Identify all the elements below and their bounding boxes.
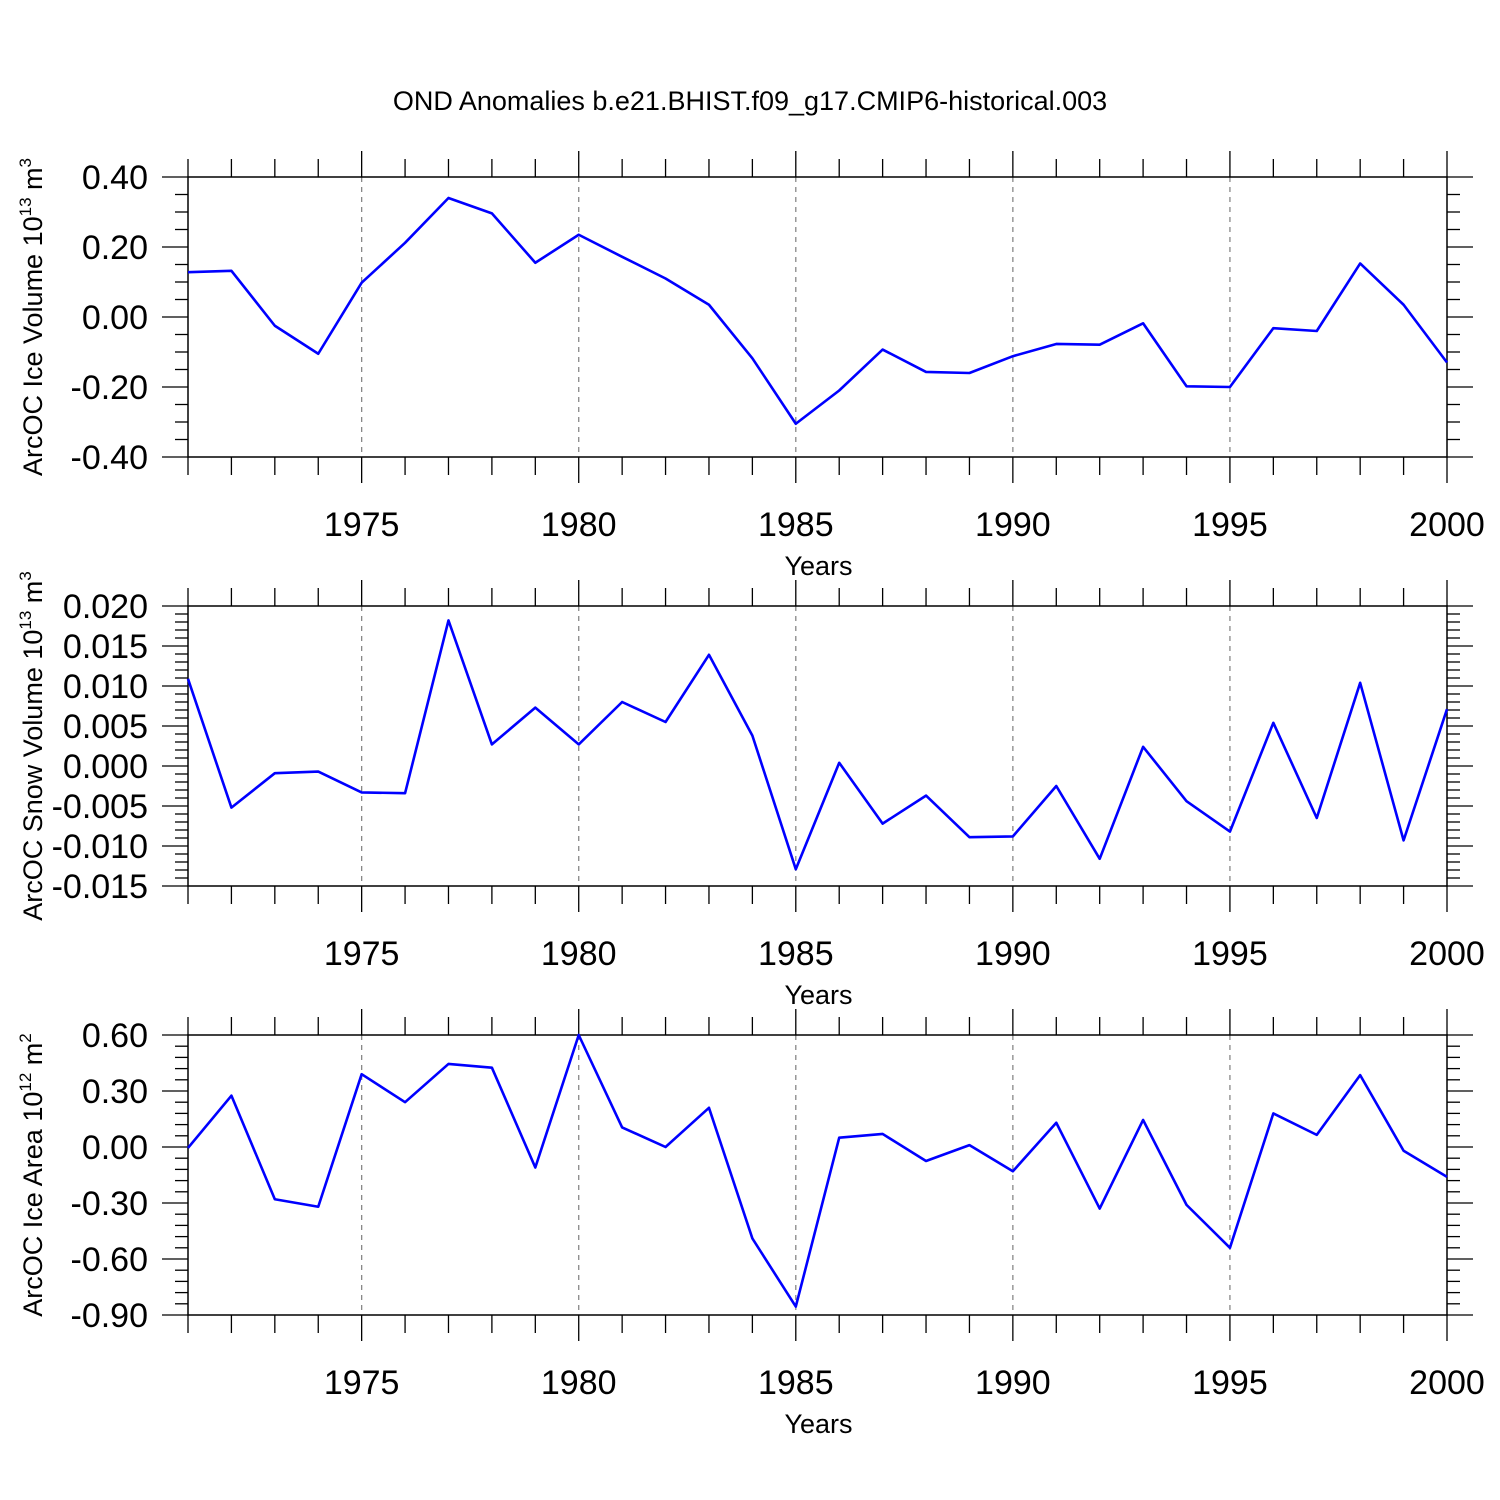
plot-frame bbox=[187, 176, 1448, 458]
y-axis-label-part: m bbox=[18, 1043, 48, 1073]
y-tick-label: 0.20 bbox=[82, 229, 148, 267]
chart-panel-2: 0.0200.0150.0100.0050.000-0.005-0.010-0.… bbox=[16, 571, 1485, 1010]
x-axis-label: Years bbox=[784, 551, 852, 581]
y-tick-label: 0.005 bbox=[63, 708, 148, 746]
x-axis-label: Years bbox=[784, 1409, 852, 1439]
y-tick-label: 0.00 bbox=[82, 299, 148, 337]
x-axis-label: Years bbox=[784, 980, 852, 1010]
x-tick-label: 1980 bbox=[541, 935, 617, 973]
y-tick-label: -0.20 bbox=[71, 369, 149, 407]
y-tick-label: 0.60 bbox=[82, 1017, 148, 1055]
y-axis-label-part: m bbox=[18, 167, 48, 197]
y-axis-label-part: m bbox=[18, 581, 48, 611]
x-tick-label: 2000 bbox=[1409, 1364, 1485, 1402]
x-tick-label: 1985 bbox=[758, 506, 834, 544]
x-tick-label: 1995 bbox=[1192, 1364, 1268, 1402]
x-tick-label: 1975 bbox=[324, 506, 400, 544]
y-tick-label: 0.015 bbox=[63, 628, 148, 666]
y-axis-label-part: ArcOC Snow Volume 10 bbox=[18, 630, 48, 921]
y-tick-label: 0.010 bbox=[63, 668, 148, 706]
x-tick-label: 1995 bbox=[1192, 935, 1268, 973]
y-axis-label: ArcOC Ice Volume 1013 m3 bbox=[16, 158, 48, 476]
y-tick-label: -0.005 bbox=[52, 788, 148, 826]
y-axis-label-part: 13 bbox=[16, 197, 35, 216]
series-line bbox=[186, 619, 1449, 871]
x-tick-label: 1995 bbox=[1192, 506, 1268, 544]
x-tick-label: 1980 bbox=[541, 506, 617, 544]
y-axis-label-part: 13 bbox=[16, 611, 35, 630]
x-tick-label: 1975 bbox=[324, 935, 400, 973]
y-tick-label: -0.90 bbox=[71, 1297, 149, 1335]
x-tick-label: 1990 bbox=[975, 506, 1051, 544]
y-tick-label: -0.015 bbox=[52, 868, 148, 906]
x-tick-label: 1975 bbox=[324, 1364, 400, 1402]
y-tick-label: 0.40 bbox=[82, 159, 148, 197]
series-line bbox=[187, 196, 1449, 426]
y-axis-label: ArcOC Ice Area 1012 m2 bbox=[16, 1033, 48, 1317]
y-tick-label: -0.40 bbox=[71, 439, 149, 477]
x-tick-label: 1990 bbox=[975, 935, 1051, 973]
y-tick-label: 0.30 bbox=[82, 1073, 148, 1111]
chart-title: OND Anomalies b.e21.BHIST.f09_g17.CMIP6-… bbox=[393, 86, 1107, 116]
x-tick-label: 1980 bbox=[541, 1364, 617, 1402]
chart-panels: 0.40 0.20 0.00 -0.20 -0.40 1975 1980 1985 1990 19… bbox=[16, 151, 1485, 1439]
chart-panel-1: 0.40 0.20 0.00 -0.20 -0.40 1975 1980 1985 1990 19… bbox=[16, 151, 1485, 581]
y-axis-label-part: 3 bbox=[16, 571, 35, 580]
y-axis-label-part: 12 bbox=[16, 1073, 35, 1092]
x-tick-label: 1990 bbox=[975, 1364, 1051, 1402]
y-tick-label: -0.60 bbox=[71, 1241, 149, 1279]
y-tick-label: -0.30 bbox=[71, 1185, 149, 1223]
y-axis-label: ArcOC Snow Volume 1013 m3 bbox=[16, 571, 48, 921]
series-line bbox=[186, 1033, 1448, 1308]
y-tick-label: 0.020 bbox=[63, 588, 148, 626]
x-tick-label: 1985 bbox=[758, 935, 834, 973]
chart-panel-3: 0.60 0.30 0.00 -0.30 -0.60 -0.90 1975 1980 1985 1… bbox=[16, 1009, 1485, 1439]
x-tick-label: 2000 bbox=[1409, 506, 1485, 544]
plot-frame bbox=[187, 1034, 1448, 1316]
y-tick-label: 0.000 bbox=[63, 748, 148, 786]
x-tick-label: 2000 bbox=[1409, 935, 1485, 973]
x-tick-label: 1985 bbox=[758, 1364, 834, 1402]
y-axis-label-part: 2 bbox=[16, 1033, 35, 1042]
plot-frame bbox=[187, 605, 1448, 887]
y-axis-label-part: ArcOC Ice Volume 10 bbox=[18, 216, 48, 476]
y-tick-label: -0.010 bbox=[52, 828, 148, 866]
y-axis-label-part: ArcOC Ice Area 10 bbox=[18, 1092, 48, 1317]
y-tick-label: 0.00 bbox=[82, 1129, 148, 1167]
y-axis-label-part: 3 bbox=[16, 158, 35, 167]
